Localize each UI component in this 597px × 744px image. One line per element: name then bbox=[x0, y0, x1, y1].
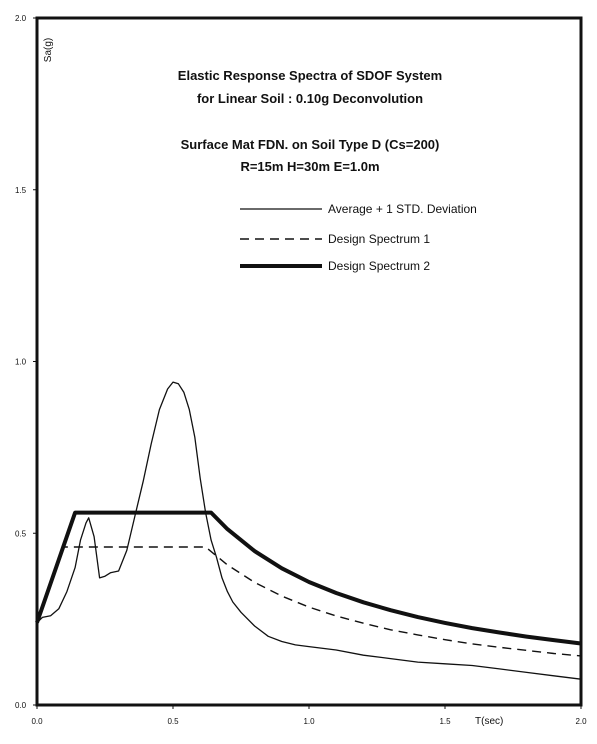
chart-subtitle-line-2: R=15m H=30m E=1.0m bbox=[240, 159, 379, 174]
x-tick-label: 1.5 bbox=[439, 717, 451, 726]
y-tick-label: 2.0 bbox=[15, 14, 27, 23]
legend: Average + 1 STD. Deviation Design Spectr… bbox=[240, 202, 477, 273]
y-axis-ticks: 0.0 0.5 1.0 1.5 2.0 bbox=[15, 14, 37, 710]
x-tick-label: 0.0 bbox=[31, 717, 43, 726]
series-design-spectrum-1 bbox=[36, 546, 582, 657]
chart-subtitle-line-1: Surface Mat FDN. on Soil Type D (Cs=200) bbox=[181, 137, 440, 152]
x-tick-label: 1.0 bbox=[303, 717, 315, 726]
y-tick-label: 1.0 bbox=[15, 358, 27, 367]
chart-title-line-1: Elastic Response Spectra of SDOF System bbox=[178, 68, 442, 83]
x-axis-label: T(sec) bbox=[475, 716, 503, 727]
legend-label-design-spectrum-1: Design Spectrum 1 bbox=[328, 232, 430, 246]
x-axis-ticks: 0.0 0.5 1.0 1.5 2.0 bbox=[31, 705, 587, 726]
x-tick-label: 0.5 bbox=[167, 717, 179, 726]
y-tick-label: 1.5 bbox=[15, 186, 27, 195]
series-design-spectrum-2 bbox=[35, 510, 582, 646]
y-axis-label: Sa(g) bbox=[43, 38, 54, 62]
y-tick-label: 0.5 bbox=[15, 529, 27, 538]
y-tick-label: 0.0 bbox=[15, 701, 27, 710]
series-average-plus-1-std bbox=[36, 381, 582, 680]
chart-title-line-2: for Linear Soil : 0.10g Deconvolution bbox=[197, 91, 423, 106]
plot-frame bbox=[35, 16, 583, 707]
series-layer bbox=[35, 381, 582, 680]
legend-label-design-spectrum-2: Design Spectrum 2 bbox=[328, 259, 430, 273]
x-tick-label: 2.0 bbox=[575, 717, 587, 726]
legend-label-average-std: Average + 1 STD. Deviation bbox=[328, 202, 477, 216]
